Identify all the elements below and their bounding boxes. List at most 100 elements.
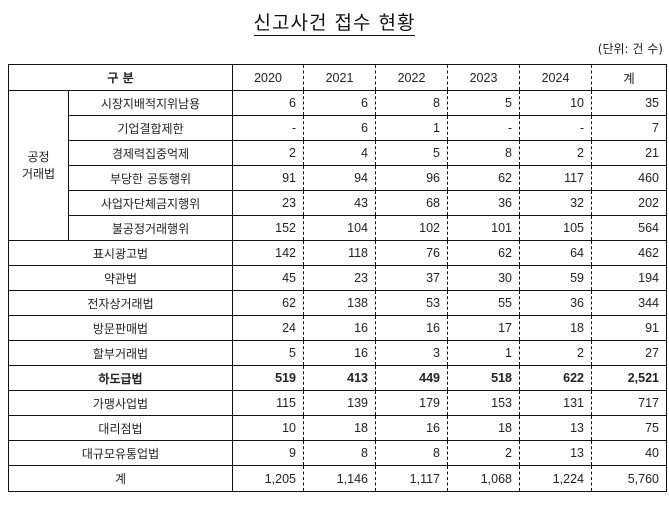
cell-value: 117 [519,165,592,191]
row-label: 불공정거래행위 [68,215,233,241]
cell-total: 194 [591,265,667,291]
row-label: 약관법 [8,265,233,291]
table-row-highlighted: 하도급법 519 413 449 518 622 2,521 [8,365,667,391]
cell-total: 564 [591,215,667,241]
cell-value: 32 [519,190,592,216]
complaint-cases-table: 구 분 2020 2021 2022 2023 2024 계 공정 거래법 시장… [8,64,667,492]
cell-value: 518 [447,365,520,391]
cell-value: 3 [375,340,448,366]
cell-value: 8 [447,140,520,166]
cell-value: - [447,115,520,141]
page-title: 신고사건 접수 현황 [0,8,669,36]
row-label: 표시광고법 [8,240,233,266]
cell-value: 37 [375,265,448,291]
cell-value: 138 [303,290,376,316]
row-label: 하도급법 [8,365,233,391]
cell-value: 16 [303,315,376,341]
header-year: 2022 [375,64,448,91]
cell-value: 16 [375,415,448,441]
cell-value: 55 [447,290,520,316]
row-label: 대리점법 [8,415,233,441]
row-label: 대규모유통업법 [8,440,233,466]
row-label: 전자상거래법 [8,290,233,316]
table-row: 전자상거래법 62 138 53 55 36 344 [8,290,667,316]
cell-value: 23 [232,190,304,216]
cell-value: 4 [303,140,376,166]
cell-value: 53 [375,290,448,316]
cell-value: 104 [303,215,376,241]
page-title-text: 신고사건 접수 현황 [253,12,416,36]
row-label: 계 [8,465,233,492]
cell-value: 1,146 [303,465,376,492]
cell-value: 102 [375,215,448,241]
cell-total: 7 [591,115,667,141]
cell-value: 5 [447,90,520,116]
cell-value: 18 [519,315,592,341]
cell-value: 91 [232,165,304,191]
table-row: 대규모유통업법 9 8 8 2 13 40 [8,440,667,466]
cell-value: 36 [447,190,520,216]
unit-note: (단위: 건 수) [597,42,663,56]
cell-value: 2 [519,340,592,366]
cell-total: 21 [591,140,667,166]
cell-total: 717 [591,390,667,416]
table-row: 할부거래법 5 16 3 1 2 27 [8,340,667,366]
cell-value: 10 [232,415,304,441]
cell-value: 36 [519,290,592,316]
cell-value: 1,205 [232,465,304,492]
cell-value: 94 [303,165,376,191]
table-row: 부당한 공동행위 91 94 96 62 117 460 [9,165,667,191]
table-row: 대리점법 10 18 16 18 13 75 [8,415,667,441]
cell-total: 40 [591,440,667,466]
cell-value: 9 [232,440,304,466]
cell-value: 8 [375,440,448,466]
cell-value: 131 [519,390,592,416]
grand-total-row: 계 1,205 1,146 1,117 1,068 1,224 5,760 [8,465,667,492]
cell-value: 8 [375,90,448,116]
cell-value: 6 [232,90,304,116]
cell-value: 24 [232,315,304,341]
table-row: 방문판매법 24 16 16 17 18 91 [8,315,667,341]
cell-value: 10 [519,90,592,116]
group-label-fair-trade-act: 공정 거래법 [8,90,69,241]
cell-total: 2,521 [591,365,667,391]
row-label: 부당한 공동행위 [68,165,233,191]
cell-value: 16 [375,315,448,341]
cell-value: 1 [375,115,448,141]
cell-value: 179 [375,390,448,416]
cell-value: 62 [232,290,304,316]
row-label: 가맹사업법 [8,390,233,416]
cell-value: 23 [303,265,376,291]
cell-value: 76 [375,240,448,266]
row-label: 사업자단체금지행위 [68,190,233,216]
group-label-line: 거래법 [21,166,56,181]
cell-total: 5,760 [591,465,667,492]
cell-total: 91 [591,315,667,341]
cell-total: 35 [591,90,667,116]
cell-value: 1,068 [447,465,520,492]
header-year: 2023 [447,64,520,91]
cell-value: 2 [447,440,520,466]
table-row: 약관법 45 23 37 30 59 194 [8,265,667,291]
cell-value: 101 [447,215,520,241]
table-row: 가맹사업법 115 139 179 153 131 717 [8,390,667,416]
group-label-line: 공정 [27,149,50,164]
table-row: 경제력집중억제 2 4 5 8 2 21 [9,140,667,166]
cell-value: 2 [519,140,592,166]
cell-total: 27 [591,340,667,366]
header-category: 구 분 [8,64,233,91]
cell-value: 43 [303,190,376,216]
row-label: 기업결합제한 [68,115,233,141]
row-label: 할부거래법 [8,340,233,366]
cell-value: 64 [519,240,592,266]
table-row: 불공정거래행위 152 104 102 101 105 564 [9,215,667,241]
cell-value: 118 [303,240,376,266]
cell-value: 13 [519,415,592,441]
cell-value: 152 [232,215,304,241]
cell-total: 462 [591,240,667,266]
cell-value: 2 [232,140,304,166]
cell-value: 6 [303,115,376,141]
cell-value: 1,224 [519,465,592,492]
cell-value: 153 [447,390,520,416]
row-label: 시장지배적지위남용 [68,90,233,116]
